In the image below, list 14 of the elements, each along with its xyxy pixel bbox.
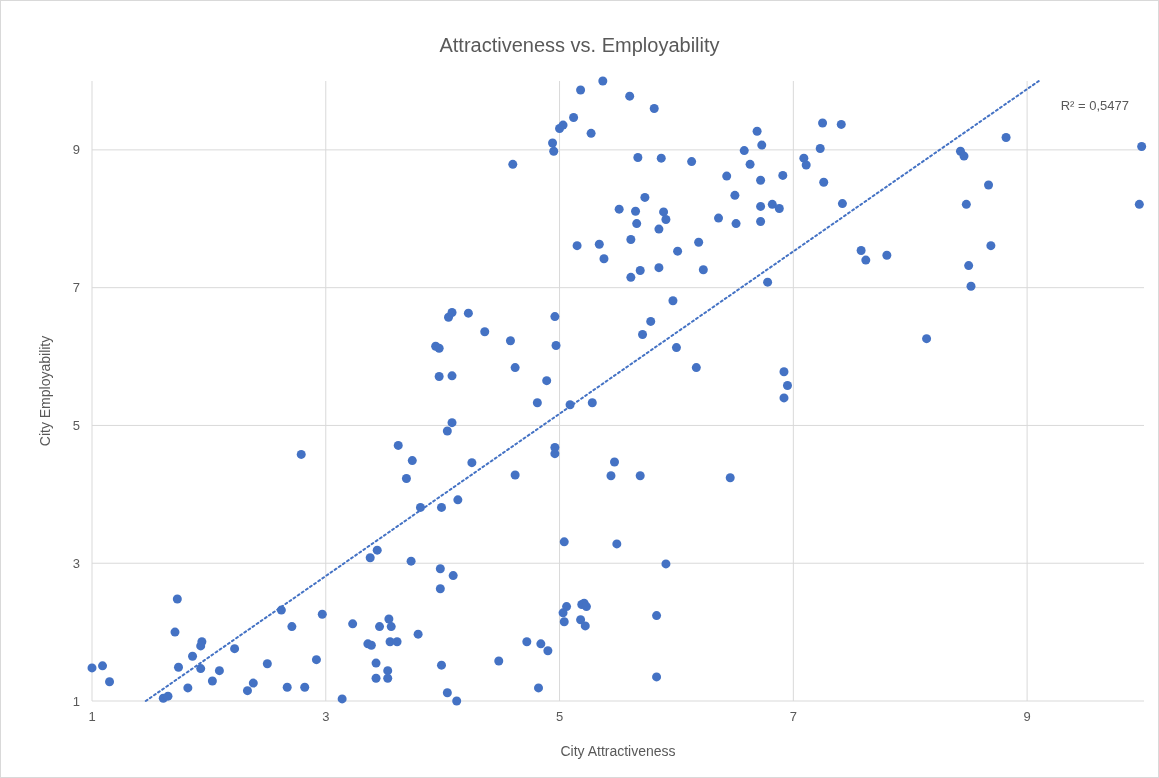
y-tick-label: 3 — [72, 555, 80, 571]
x-tick-label: 7 — [789, 709, 797, 724]
y-tick-label: 7 — [72, 280, 80, 296]
chart-title: Attractiveness vs. Employability — [439, 34, 720, 56]
x-tick-label: 1 — [88, 709, 96, 724]
y-tick-label: 1 — [72, 693, 80, 709]
y-tick-label: 5 — [72, 417, 80, 433]
x-tick-label: 9 — [1023, 709, 1031, 724]
annotation: R² = 0,5477 — [1060, 98, 1129, 113]
x-tick-label: 3 — [322, 709, 330, 724]
y-axis-title: City Employability — [37, 335, 53, 447]
y-tick-label: 9 — [72, 142, 80, 158]
x-axis-title: City Attractiveness — [560, 743, 676, 759]
x-tick-label: 5 — [555, 709, 564, 724]
